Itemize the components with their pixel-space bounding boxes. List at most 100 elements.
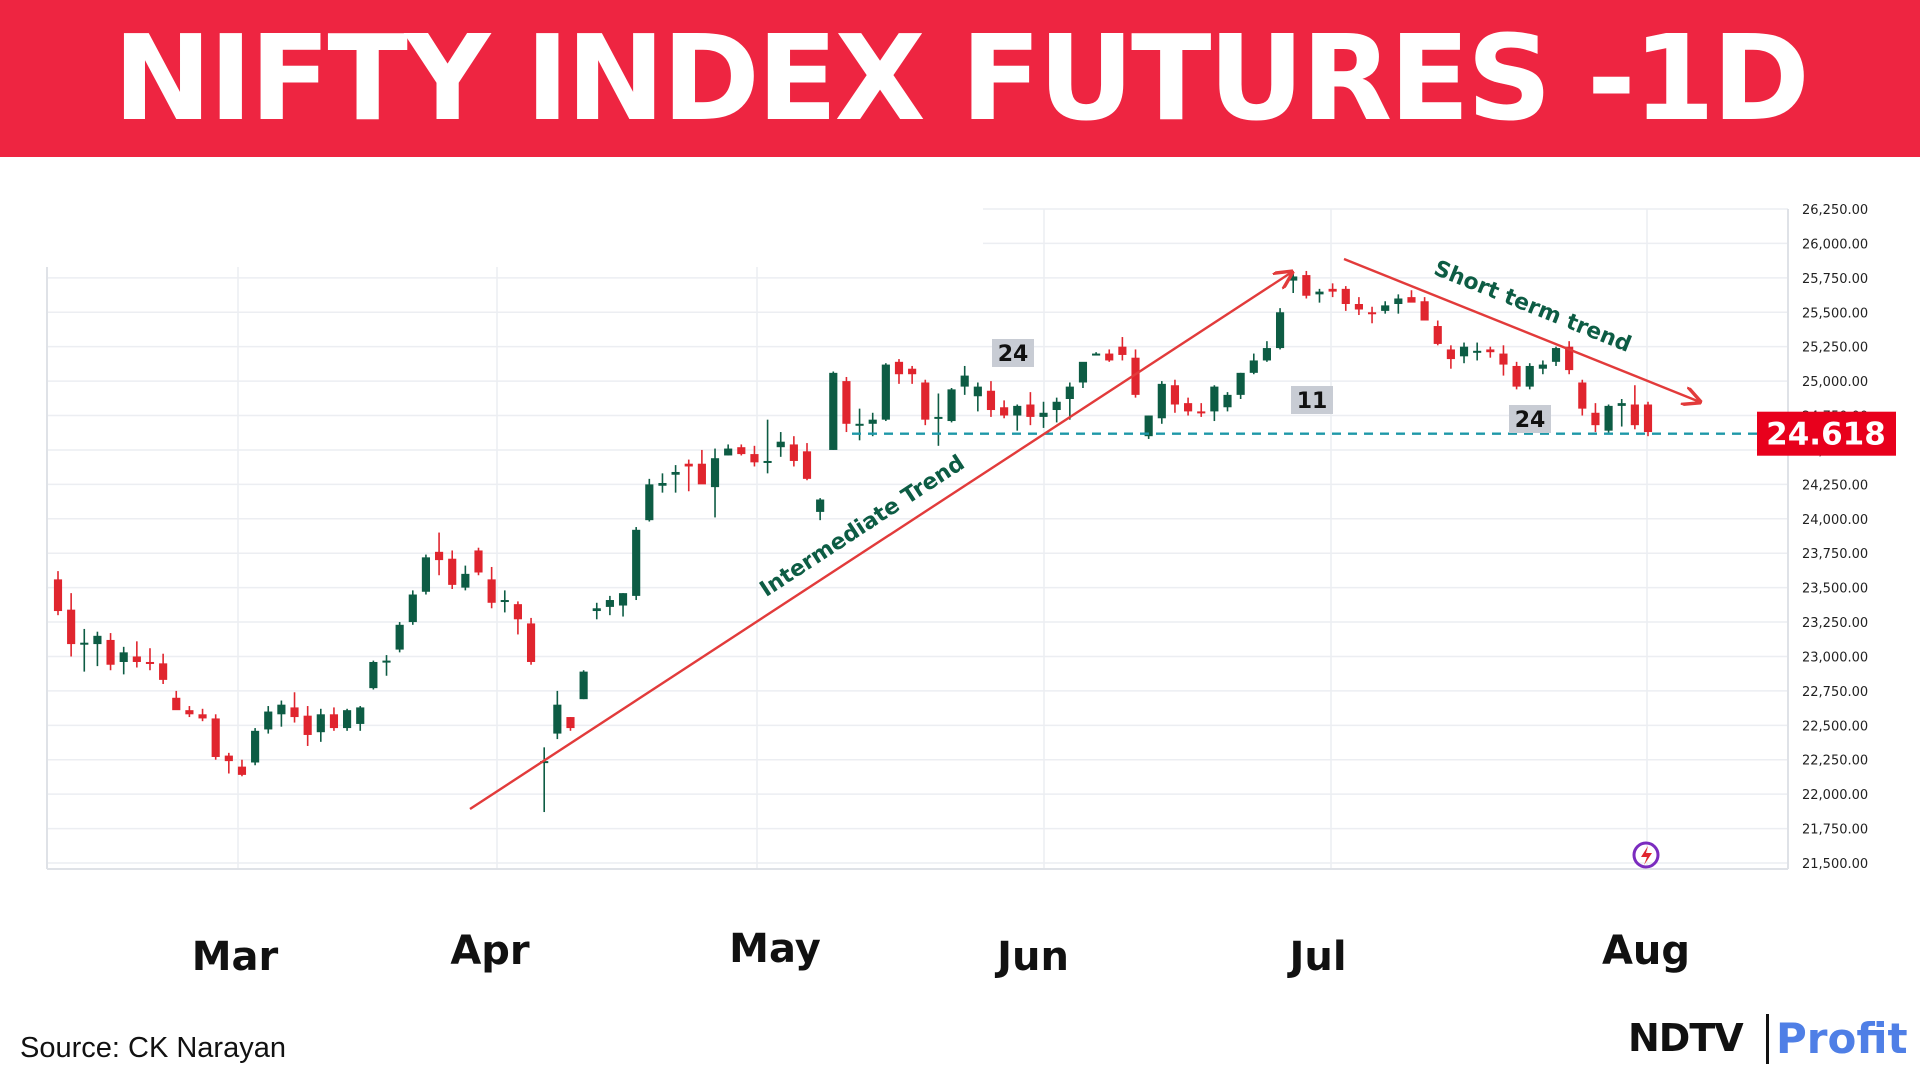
y-tick-label: 23,250.00 (1802, 616, 1868, 631)
candle (1131, 357, 1140, 395)
y-tick-label: 24,000.00 (1802, 513, 1868, 528)
candle (1578, 382, 1587, 409)
candle (1026, 404, 1035, 417)
logo-profit-text: Profit (1776, 1014, 1908, 1063)
y-tick-label: 21,500.00 (1802, 857, 1868, 872)
candle (1105, 353, 1114, 361)
logo-ndtv-text: NDTV (1628, 1016, 1744, 1060)
candle (1525, 365, 1534, 387)
candle (1367, 312, 1377, 315)
y-tick-label: 25,250.00 (1802, 341, 1868, 356)
watermark-bolt (1641, 846, 1652, 865)
candle (1643, 404, 1653, 433)
count-label: 11 (1297, 389, 1328, 414)
candle (1341, 288, 1350, 305)
grid-lines (46, 208, 1789, 870)
y-tick-label: 22,000.00 (1802, 788, 1868, 803)
candle (1236, 372, 1245, 395)
candle (842, 381, 851, 424)
candle (513, 604, 522, 620)
candle (908, 368, 917, 375)
x-tick-label: Jun (997, 934, 1069, 980)
candle (421, 557, 431, 592)
candle (474, 550, 483, 573)
candle (868, 419, 877, 424)
candle (159, 663, 168, 680)
candle (1630, 404, 1639, 426)
candle (986, 390, 996, 411)
candle (1473, 350, 1482, 353)
current-price-label: 24.618 (1766, 417, 1886, 453)
candle (1000, 407, 1009, 416)
y-tick-label: 26,250.00 (1802, 203, 1868, 218)
candle (132, 656, 141, 662)
candle (67, 609, 76, 645)
candle (605, 600, 614, 607)
candle (237, 766, 247, 775)
candle (973, 386, 982, 397)
candle (1275, 312, 1285, 349)
y-tick-label: 26,000.00 (1802, 237, 1868, 252)
candle (119, 652, 128, 662)
candle (303, 715, 312, 735)
candle (697, 463, 706, 485)
candlestick-chart: 21,500.00 21,750.00 22,000.00 22,250.00 22,5… (46, 203, 1896, 872)
y-tick-label: 25,500.00 (1802, 306, 1868, 321)
x-tick-label: Mar (191, 934, 279, 980)
candle (1078, 361, 1088, 383)
candle (1052, 401, 1061, 411)
candle (789, 444, 798, 461)
candle (632, 529, 641, 596)
candle (80, 642, 89, 645)
candle (1184, 403, 1193, 412)
candle (947, 389, 956, 422)
candle (934, 416, 943, 419)
candle (816, 499, 825, 512)
candle (1092, 353, 1101, 356)
candle (1249, 360, 1258, 373)
candle (1420, 301, 1429, 321)
candle (290, 707, 299, 718)
candle (829, 372, 838, 450)
candle (395, 624, 404, 650)
y-tick-label: 22,750.00 (1802, 685, 1868, 700)
candle (566, 717, 575, 729)
candle (1591, 412, 1600, 426)
intermediate-trend-line (469, 272, 1292, 811)
candle (343, 710, 352, 729)
candle (1328, 288, 1337, 292)
x-tick-label: May (729, 926, 821, 972)
candle (211, 718, 220, 757)
candle (1617, 403, 1626, 406)
candle (1459, 346, 1469, 357)
candle (1223, 394, 1232, 408)
candle (53, 579, 63, 612)
candle (1433, 326, 1442, 344)
y-tick-label: 25,000.00 (1802, 375, 1868, 390)
count-box (1509, 405, 1551, 433)
candle (224, 755, 233, 762)
x-tick-label: Apr (450, 928, 530, 974)
candle (618, 593, 628, 606)
candle (356, 707, 365, 724)
price-label-box (1757, 411, 1896, 456)
candle (1565, 346, 1574, 371)
candle (329, 714, 339, 729)
candle (1013, 405, 1022, 416)
candle (724, 448, 733, 456)
candle (645, 484, 654, 521)
candle (500, 600, 509, 603)
candle (671, 471, 680, 475)
candle (1407, 297, 1416, 303)
candle (185, 710, 194, 715)
candle (1262, 348, 1271, 361)
candle (1551, 348, 1561, 362)
candle (894, 361, 904, 375)
candle (448, 558, 457, 585)
candle (1302, 275, 1311, 296)
candle (540, 761, 549, 764)
candle (1289, 276, 1298, 281)
candle (592, 608, 601, 612)
candle (684, 463, 693, 467)
